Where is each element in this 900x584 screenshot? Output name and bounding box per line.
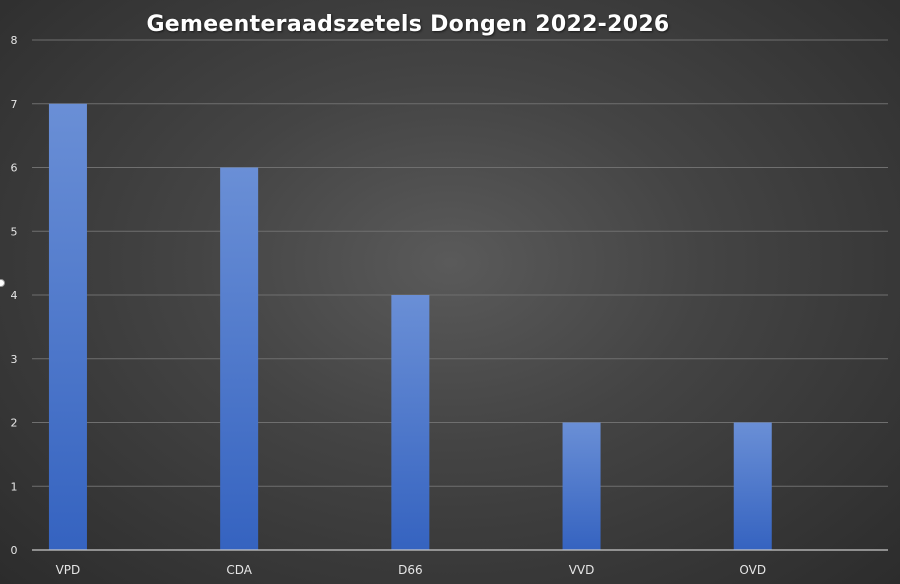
x-tick-label: VPD <box>56 563 81 577</box>
y-tick-label: 8 <box>11 34 18 47</box>
bar-ovd <box>733 422 772 550</box>
y-tick-label: 3 <box>11 353 18 366</box>
y-tick-label: 6 <box>11 162 18 175</box>
chart-title: Gemeenteraadszetels Dongen 2022-2026 <box>146 12 670 37</box>
y-tick-label: 1 <box>11 480 18 493</box>
resize-handle[interactable] <box>0 279 5 287</box>
bar-vvd <box>562 422 601 550</box>
x-tick-label: VVD <box>569 563 595 577</box>
x-tick-label: CDA <box>226 563 252 577</box>
y-tick-label: 4 <box>11 289 18 302</box>
y-tick-label: 0 <box>11 544 18 557</box>
x-tick-label: OVD <box>739 563 766 577</box>
axes: 0 1 2 3 4 5 6 7 8 VPD CDA D66 VVD OVD <box>11 34 888 577</box>
bar-d66 <box>391 295 430 550</box>
bars <box>48 103 772 550</box>
y-tick-label: 7 <box>11 98 18 111</box>
gridlines <box>32 39 888 487</box>
y-tick-label: 5 <box>11 225 18 238</box>
y-tick-label: 2 <box>11 417 18 430</box>
x-tick-label: D66 <box>398 563 423 577</box>
bar-vpd <box>48 103 87 550</box>
bar-cda <box>220 167 259 550</box>
